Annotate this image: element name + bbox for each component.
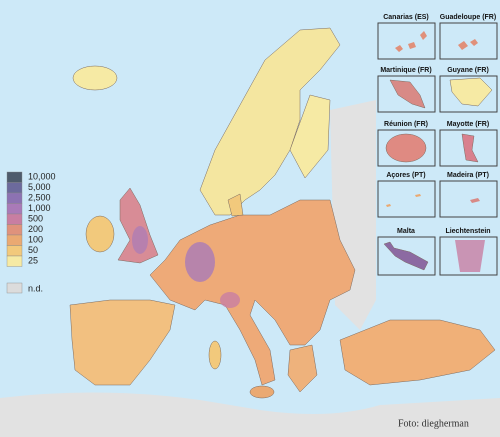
inset-box (377, 22, 436, 60)
inset-label: Réunion (FR) (384, 121, 428, 128)
legend-label: 1,000 (28, 203, 51, 213)
island (395, 31, 427, 52)
legend-label: 200 (28, 224, 43, 234)
inset-label: Mayotte (FR) (447, 121, 489, 128)
legend-label: 25 (28, 255, 38, 265)
legend-label: 50 (28, 245, 38, 255)
inset-label: Malta (397, 228, 415, 235)
sicily (249, 385, 275, 399)
inset-label: Liechtenstein (445, 228, 490, 235)
denmark (227, 193, 244, 217)
ireland (85, 215, 115, 253)
legend-label: 10,000 (28, 171, 56, 181)
greece (287, 344, 318, 393)
legend-swatch (6, 224, 23, 236)
legend-label: 2,500 (28, 192, 51, 202)
territory (455, 240, 485, 272)
island (461, 133, 479, 163)
island (383, 241, 429, 271)
legend-swatch (6, 192, 23, 204)
inset-label: Martinique (FR) (380, 67, 431, 74)
legend-swatch (6, 182, 23, 194)
inset-label: Açores (PT) (386, 172, 425, 179)
island (385, 133, 427, 163)
inset-label: Madeira (PT) (447, 172, 489, 179)
iberia (69, 299, 176, 386)
legend-swatch (6, 171, 23, 183)
insets: Canarias (ES) Guadeloupe (FR) Martinique… (377, 14, 498, 276)
legend-swatch (6, 255, 23, 267)
inset-box (439, 22, 498, 60)
inset-label: Canarias (ES) (383, 14, 429, 21)
island (458, 39, 478, 50)
dense-region (185, 242, 215, 282)
finland (289, 94, 331, 179)
island (470, 198, 480, 203)
inset-box (377, 180, 436, 218)
legend-label: 500 (28, 213, 43, 223)
turkey (339, 319, 496, 386)
dense-region (132, 226, 148, 254)
legend-swatch (6, 245, 23, 257)
sardinia (208, 340, 222, 370)
north-africa (0, 392, 500, 437)
legend-swatch (6, 282, 23, 294)
legend-label: 5,000 (28, 182, 51, 192)
credit: Foto: diegherman (398, 418, 469, 429)
iceland (72, 65, 118, 91)
great-britain (117, 187, 159, 264)
inset-label: Guyane (FR) (447, 67, 489, 74)
legend-swatch (6, 234, 23, 246)
legend-label: n.d. (28, 283, 43, 293)
island (389, 79, 426, 109)
legend-label: 100 (28, 234, 43, 244)
territory (449, 77, 493, 107)
legend-swatch (6, 203, 23, 215)
inset-box (439, 180, 498, 218)
inset-label: Guadeloupe (FR) (440, 14, 496, 21)
island (386, 194, 421, 207)
dense-region (220, 292, 240, 308)
legend-swatch (6, 213, 23, 225)
